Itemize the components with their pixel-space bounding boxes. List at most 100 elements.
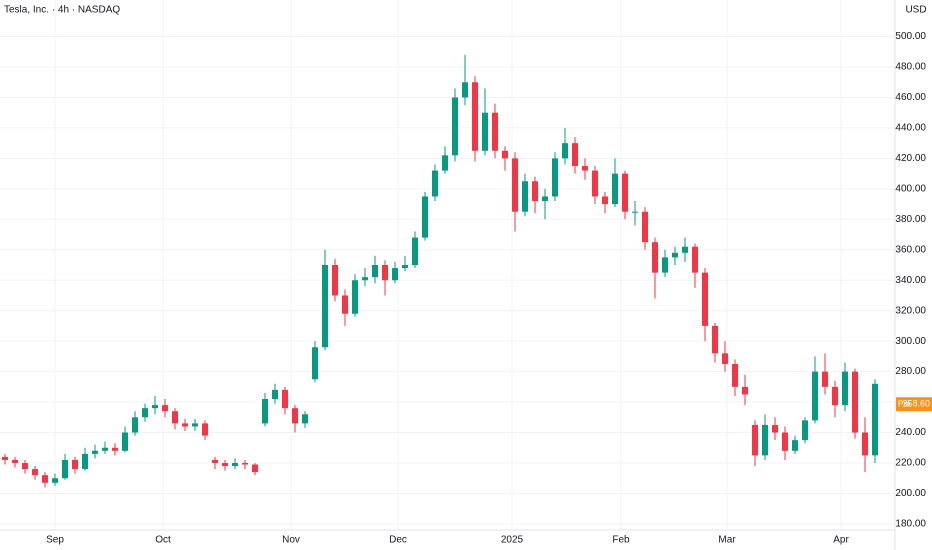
candle-body [812,371,818,421]
candle-body [152,405,158,409]
candle-body [782,432,788,451]
y-tick-label: 440.00 [895,123,926,134]
candle-body [752,424,758,456]
candle-body [252,464,258,473]
candle-body [242,462,248,465]
candle-body [262,399,268,424]
y-tick-label: 220.00 [895,458,926,469]
candle-body [872,383,878,456]
candle-body [502,150,508,159]
pre-market-label: Pre [898,399,911,408]
y-tick-label: 500.00 [895,31,926,42]
y-tick-label: 360.00 [895,244,926,255]
candle-body [382,265,388,281]
candle-body [792,440,798,451]
candle-body [552,158,558,197]
candle-body [772,424,778,433]
candle-body [462,82,468,98]
candle-body [612,173,618,205]
y-tick-label: 480.00 [895,62,926,73]
candle-body [642,211,648,243]
candle-body [312,347,318,380]
candle-body [282,389,288,409]
chart-title: Tesla, Inc. · 4h · NASDAQ [4,5,120,16]
candle-body [702,272,708,326]
candle-body [222,462,228,467]
candle-body [162,405,168,412]
candle-body [202,423,208,436]
x-tick-label: Oct [155,535,171,546]
candle-body [2,456,8,460]
grid [0,0,895,530]
candle-body [532,181,538,202]
x-tick-label: 2025 [501,535,524,546]
candle-body [452,97,458,156]
candle-body [482,112,488,151]
candle-body [362,277,368,281]
candle-body [722,353,728,364]
x-tick-label: Sep [46,535,64,546]
x-tick-label: Apr [833,535,849,546]
candle-body [392,268,398,281]
candle-body [712,325,718,354]
candle-body [402,265,408,269]
candle-body [142,408,148,418]
candle-body [802,420,808,441]
candle-body [422,196,428,238]
candle-body [212,459,218,463]
candle-body [232,462,238,467]
candle-body [82,453,88,470]
candle-body [622,173,628,212]
x-tick-label: Feb [612,535,630,546]
candle-body [822,371,828,387]
y-tick-label: 460.00 [895,92,926,103]
candle-body [302,414,308,424]
candle-body [672,252,678,258]
candle-body [102,447,108,451]
y-tick-label: 240.00 [895,427,926,438]
candle-body [182,423,188,427]
candle-body [32,469,38,476]
candle-body [692,246,698,273]
candle-body [852,371,858,433]
candle-body [292,408,298,424]
pre-market-price: 258.60 [902,399,930,409]
candle-body [842,371,848,406]
candle-body [512,158,518,212]
candle-body [732,363,738,387]
candle-body [172,411,178,424]
candle-body [742,386,748,395]
candle-body [862,432,868,456]
x-tick-label: Nov [282,535,300,546]
candle-body [442,155,448,171]
candle-body [472,82,478,151]
candle-body [342,295,348,314]
x-tick-label: Dec [389,535,407,546]
candle-body [632,211,638,213]
candle-body [522,181,528,212]
candle-body [72,459,78,470]
candle-body [92,450,98,454]
candle-body [322,265,328,348]
candle-body [12,459,18,463]
currency-label: USD [905,5,926,16]
candle-body [602,196,608,205]
y-tick-label: 380.00 [895,214,926,225]
candle-body [492,112,498,151]
y-tick-label: 280.00 [895,366,926,377]
y-tick-label: 200.00 [895,488,926,499]
candle-body [652,242,658,273]
y-tick-label: 320.00 [895,305,926,316]
candle-body [42,475,48,483]
candle-body [112,447,118,451]
candle-body [572,143,578,167]
candle-body [582,166,588,171]
y-tick-label: 400.00 [895,183,926,194]
candle-body [562,143,568,159]
candle-body [412,237,418,265]
candle-body [192,423,198,427]
y-tick-label: 180.00 [895,519,926,530]
y-tick-label: 340.00 [895,275,926,286]
candle-body [762,424,768,456]
